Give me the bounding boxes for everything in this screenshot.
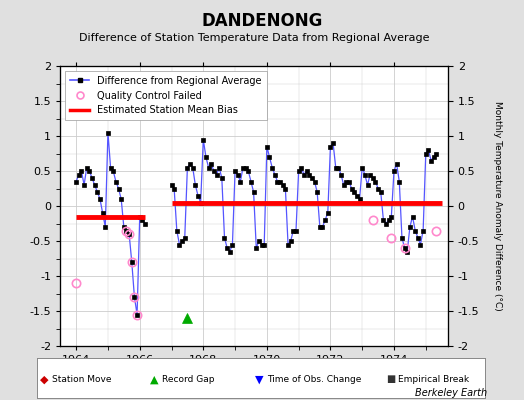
Text: ◆: ◆ bbox=[40, 374, 49, 384]
Text: ■: ■ bbox=[386, 374, 395, 384]
Legend: Difference from Regional Average, Quality Control Failed, Estimated Station Mean: Difference from Regional Average, Qualit… bbox=[65, 71, 267, 120]
Text: DANDENONG: DANDENONG bbox=[201, 12, 323, 30]
Text: Time of Obs. Change: Time of Obs. Change bbox=[267, 375, 362, 384]
Text: Station Move: Station Move bbox=[52, 375, 112, 384]
Text: ▲: ▲ bbox=[150, 374, 159, 384]
Text: ▼: ▼ bbox=[255, 374, 264, 384]
Text: Berkeley Earth: Berkeley Earth bbox=[415, 388, 487, 398]
Title: Difference of Station Temperature Data from Regional Average: Difference of Station Temperature Data f… bbox=[79, 33, 429, 43]
Text: Record Gap: Record Gap bbox=[162, 375, 215, 384]
Text: Empirical Break: Empirical Break bbox=[398, 375, 470, 384]
Y-axis label: Monthly Temperature Anomaly Difference (°C): Monthly Temperature Anomaly Difference (… bbox=[493, 101, 503, 311]
